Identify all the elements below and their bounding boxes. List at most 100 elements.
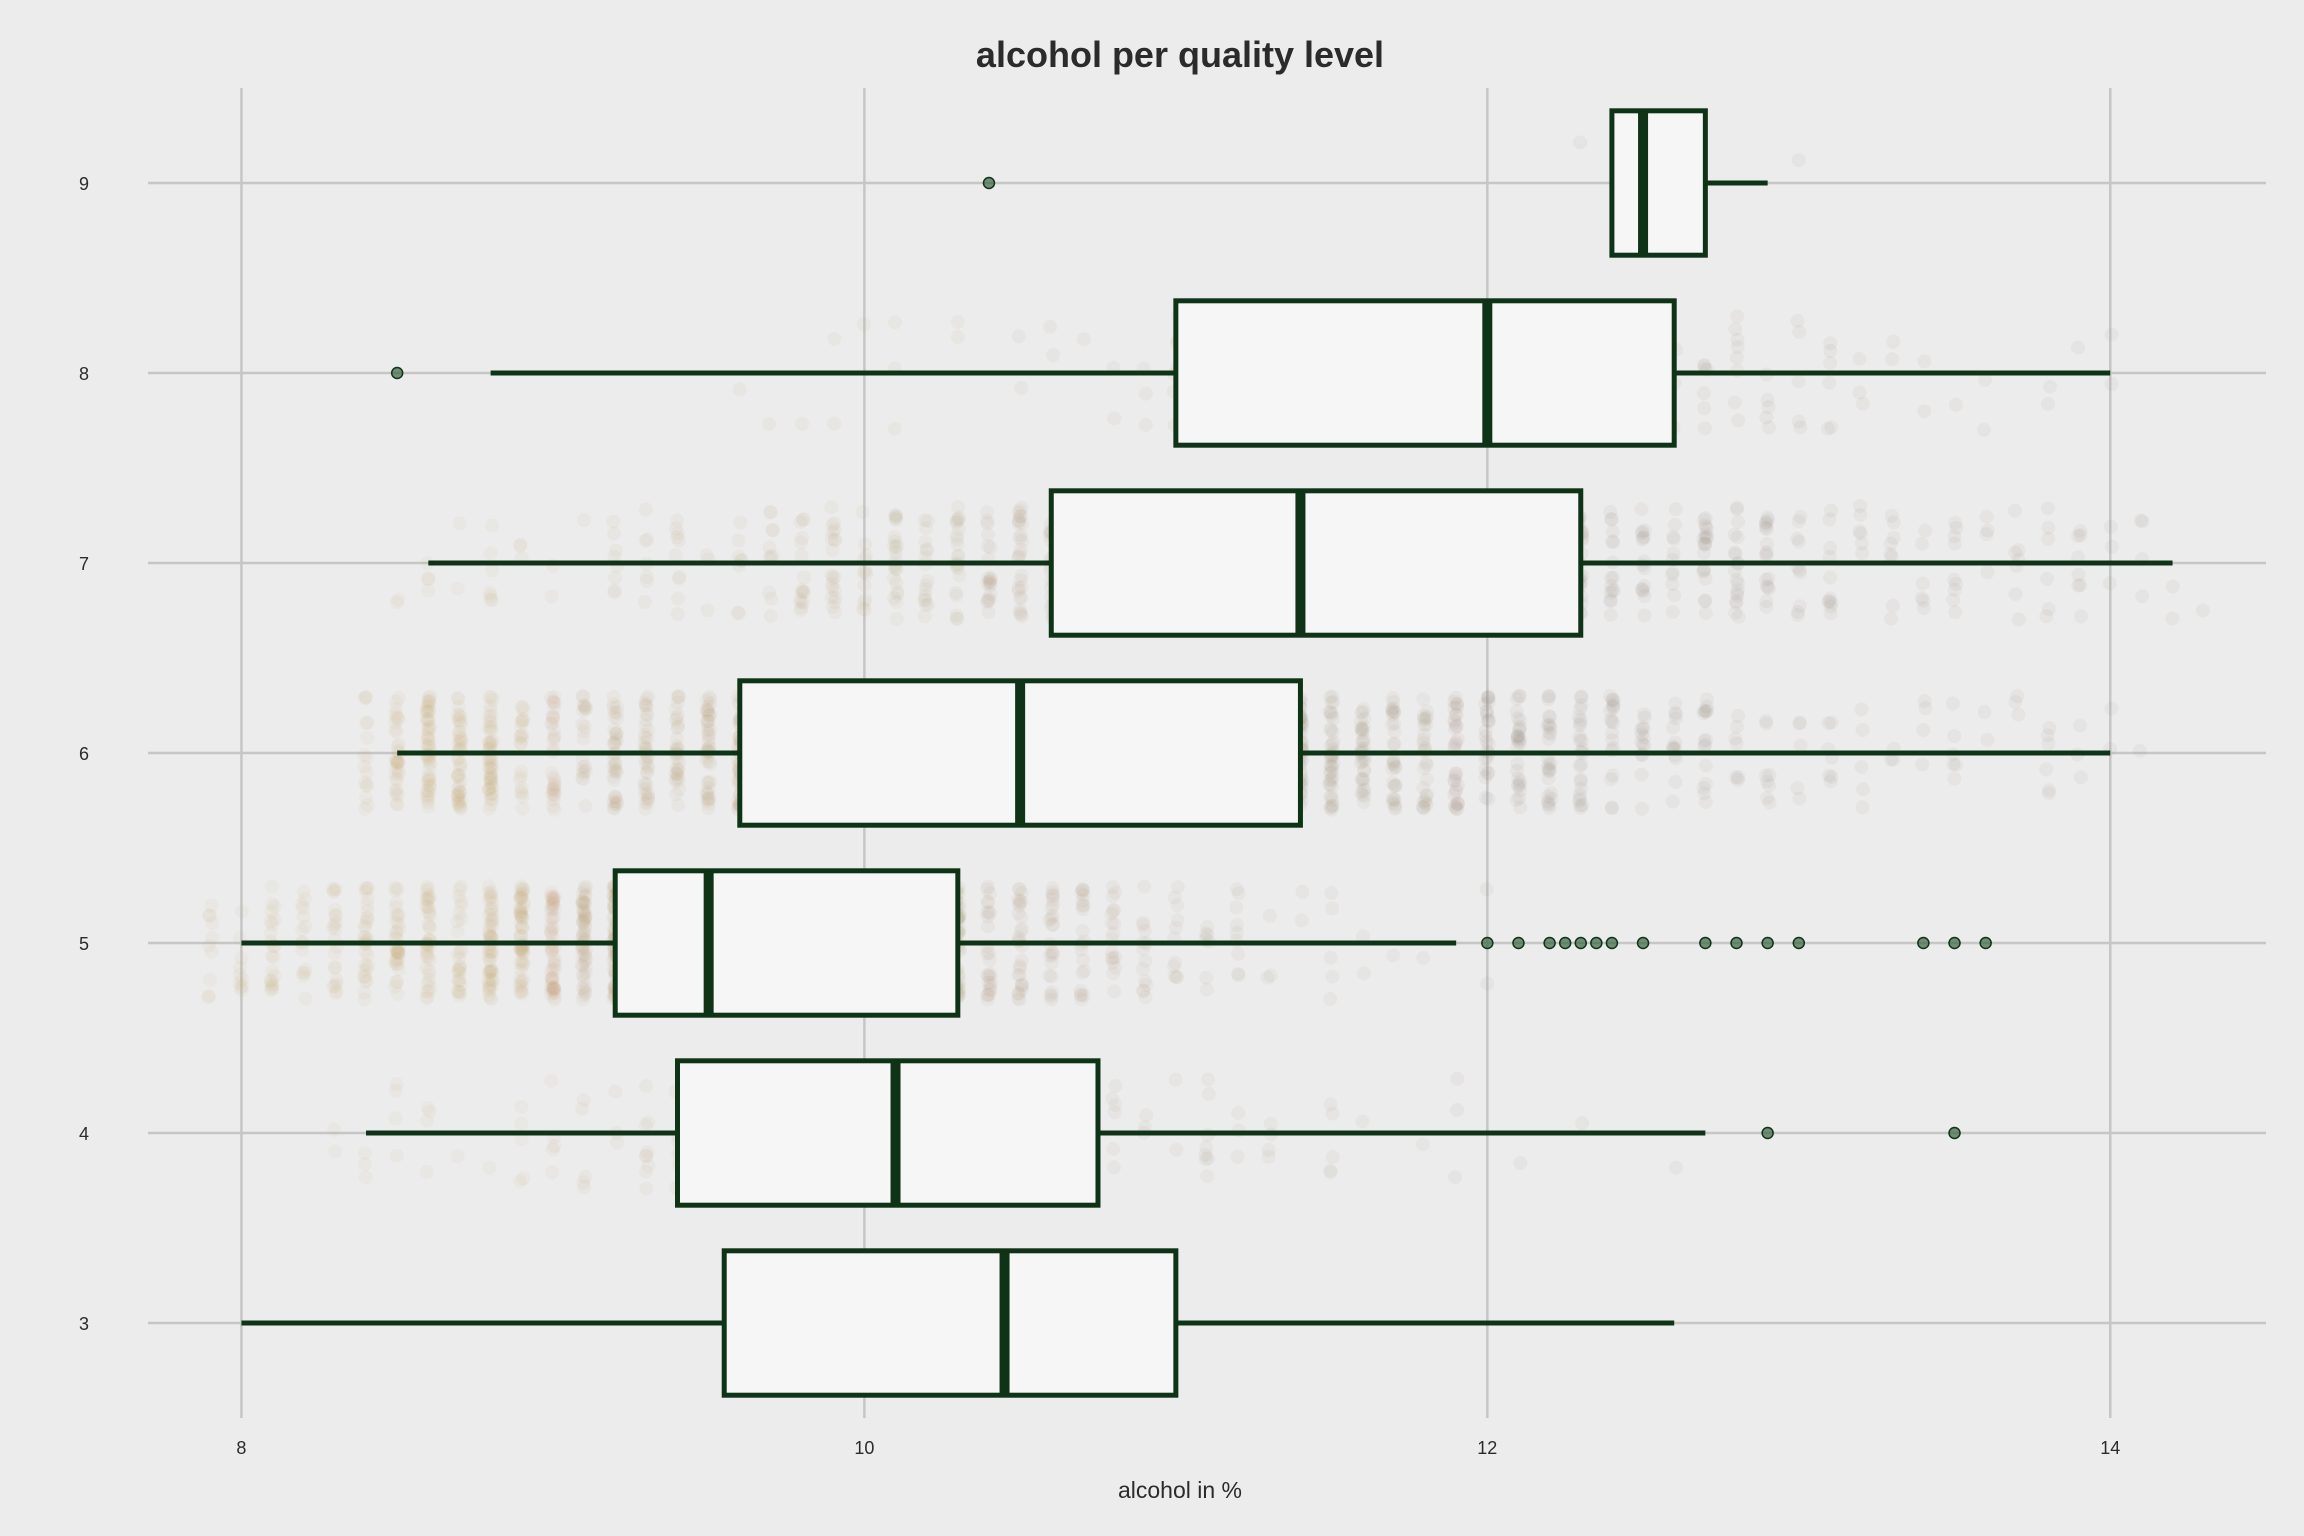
jitter-point [516,884,531,899]
jitter-point [980,882,995,897]
jitter-point [1572,793,1587,808]
jitter-point [421,984,436,999]
jitter-point [483,737,498,752]
jitter-point [513,904,528,919]
jitter-point [1667,517,1682,532]
jitter-point [2041,602,2056,617]
jitter-point [420,976,435,991]
jitter-point [482,953,497,968]
jitter-point [1200,920,1215,935]
jitter-point [1013,958,1028,973]
jitter-point [1166,959,1181,974]
jitter-point [1263,968,1278,983]
jitter-point [546,981,561,996]
jitter-point [2008,545,2023,560]
jitter-point [1199,982,1214,997]
jitter-point [513,784,528,799]
jitter-point [668,702,683,717]
jitter-point [1417,713,1432,728]
jitter-point [485,787,500,802]
jitter-point [1605,692,1620,707]
jitter-point [547,982,562,997]
jitter-point [1073,983,1088,998]
jitter-point [701,699,716,714]
jitter-point [575,948,590,963]
jitter-point [980,946,995,961]
jitter-point [1450,1103,1465,1118]
jitter-point [1823,606,1838,621]
jitter-point [1325,969,1340,984]
jitter-point [1541,794,1556,809]
jitter-point [422,900,437,915]
jitter-point [423,720,438,735]
jitter-point [360,961,375,976]
jitter-point [825,580,840,595]
jitter-point [390,945,405,960]
jitter-point [1384,717,1399,732]
jitter-point [578,888,593,903]
jitter-point [1917,354,1932,369]
jitter-point [423,756,438,771]
jitter-point [1854,759,1869,774]
jitter-point [1855,396,1870,411]
jitter-point [388,1083,403,1098]
jitter-point [608,1084,623,1099]
jitter-point [1884,508,1899,523]
jitter-point [1447,774,1462,789]
jitter-point [1387,778,1402,793]
jitter-point [1793,420,1808,435]
jitter-point [1011,892,1026,907]
jitter-point [454,879,469,894]
jitter-point [606,794,621,809]
jitter-point [1696,703,1711,718]
jitter-point [452,785,467,800]
jitter-point [485,895,500,910]
jitter-point [422,774,437,789]
jitter-point [358,1170,373,1185]
jitter-point [1201,1072,1216,1087]
jitter-point [1606,715,1621,730]
jitter-point [1387,793,1402,808]
jitter-point [1696,386,1711,401]
jitter-point [1419,709,1434,724]
jitter-point [544,970,559,985]
jitter-point [1136,942,1151,957]
jitter-point [2073,770,2088,785]
jitter-point [1727,395,1742,410]
jitter-point [357,1157,372,1172]
jitter-point [1325,793,1340,808]
jitter-point [858,602,873,617]
jitter-point [420,704,435,719]
jitter-point [388,952,403,967]
jitter-point [1852,524,1867,539]
jitter-point [1324,789,1339,804]
jitter-point [2103,519,2118,534]
jitter-point [390,881,405,896]
jitter-point [263,973,278,988]
jitter-point [515,958,530,973]
jitter-point [419,738,434,753]
jitter-point [1855,722,1870,737]
jitter-point [1824,769,1839,784]
jitter-point [514,974,529,989]
jitter-point [451,699,466,714]
jitter-point [234,983,249,998]
jitter-point [452,905,467,920]
jitter-point [1481,736,1496,751]
jitter-point [203,972,218,987]
jitter-point [481,879,496,894]
jitter-point [1388,778,1403,793]
jitter-point [1665,794,1680,809]
jitter-point [358,944,373,959]
jitter-point [484,963,499,978]
jitter-point [982,982,997,997]
jitter-point [1416,736,1431,751]
jitter-point [1447,787,1462,802]
jitter-point [391,917,406,932]
jitter-point [1635,584,1650,599]
jitter-point [1542,801,1557,816]
jitter-point [577,946,592,961]
outlier-point [390,366,404,380]
jitter-point [328,979,343,994]
jitter-point [888,534,903,549]
